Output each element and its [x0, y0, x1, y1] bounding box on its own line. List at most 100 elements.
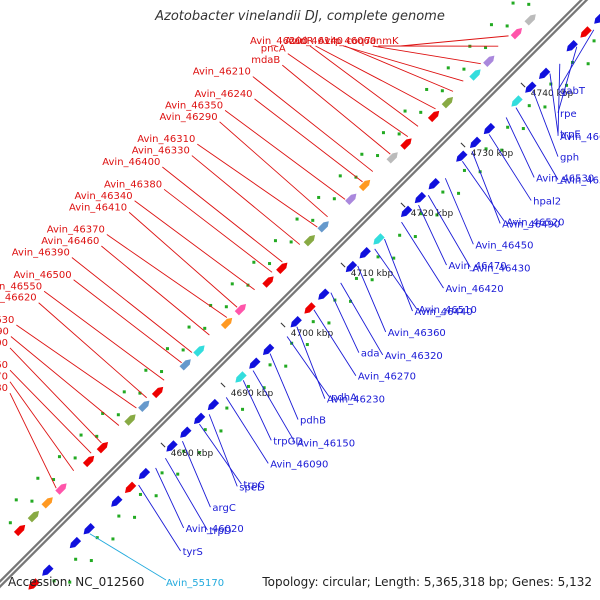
gene-label-plus: Avin_46290 — [159, 112, 217, 123]
gene-label-minus: speD — [239, 482, 265, 493]
gene-arrow-plus — [234, 304, 247, 316]
gene-label-plus: mdaB — [251, 55, 280, 66]
gc-dot — [549, 82, 553, 86]
gene-arrow-minus — [580, 26, 592, 38]
gc-dot — [117, 514, 121, 518]
ruler-label: 4690 kbp — [231, 389, 274, 399]
gc-dot — [95, 434, 99, 438]
gene-arrow-minus — [124, 481, 137, 493]
ruler-tick — [520, 82, 526, 88]
gene-leader-line — [549, 73, 559, 134]
gene-arrow-plus — [124, 414, 136, 426]
gc-dot — [30, 499, 34, 503]
gene-leader-line — [163, 188, 273, 273]
gc-dot — [332, 197, 336, 201]
gc-dot — [268, 262, 272, 266]
gc-dot — [527, 104, 531, 108]
gene-leader-line — [138, 484, 181, 552]
gene-arrow-plus — [41, 497, 53, 509]
gene-arrow-plus — [193, 345, 205, 357]
gene-arrow-minus — [414, 191, 427, 204]
gc-dot — [457, 191, 461, 195]
gene-leader-line — [208, 414, 238, 487]
topology-summary: Topology: circular; Length: 5,365,318 bp… — [262, 575, 592, 589]
gene-arrow-minus — [345, 260, 358, 273]
gc-dot — [203, 326, 207, 330]
gc-dot — [338, 174, 342, 178]
gene-arrow-minus — [42, 564, 54, 576]
gc-dot — [441, 190, 445, 194]
gene-leader-line — [155, 467, 185, 529]
gc-dot — [252, 260, 256, 264]
gc-dot — [133, 515, 137, 519]
gene-leader-line — [401, 221, 444, 289]
gene-arrow-plus — [317, 221, 329, 233]
gene-arrow-minus — [262, 343, 275, 355]
gene-arrow-minus — [511, 95, 523, 107]
gene-arrow-minus — [594, 13, 600, 24]
gc-dot — [52, 478, 56, 482]
gene-arrow-minus — [69, 536, 82, 549]
gene-arrow-minus — [235, 371, 247, 383]
gc-dot — [52, 579, 56, 583]
gc-dot — [397, 132, 401, 136]
gene-label-minus: pdhB — [300, 416, 326, 427]
gc-dot — [241, 407, 245, 411]
gene-arrow-minus — [373, 233, 385, 245]
gene-arrow-minus — [483, 122, 496, 135]
gene-arrow-plus — [400, 138, 412, 150]
gc-dot — [273, 239, 277, 243]
gene-leader-line — [269, 353, 299, 420]
gene-arrow-plus — [427, 110, 440, 123]
gene-label-plus: anmK — [370, 36, 399, 47]
gene-label-minus: trpE — [560, 130, 581, 141]
gc-dot — [57, 455, 61, 459]
gene-arrow-minus — [249, 357, 261, 369]
gene-arrow-minus — [318, 288, 330, 300]
gene-leader-line — [225, 397, 269, 464]
gc-dot — [295, 217, 299, 221]
gene-leader-line — [309, 45, 419, 127]
gene-arrow-plus — [55, 483, 67, 495]
gene-arrow-plus — [358, 179, 371, 192]
gene-label-plus: Avin_46340 — [74, 191, 132, 202]
gene-label-minus: Avin_46540 — [560, 176, 600, 187]
gene-label-plus: Avin_46410 — [69, 202, 127, 213]
gene-leader-line — [191, 155, 301, 245]
gc-dot — [376, 154, 380, 158]
gene-label-plus: Avin_46570 — [0, 372, 8, 383]
gene-leader-line — [444, 178, 474, 245]
gene-label-minus: Avin_46430 — [472, 263, 530, 274]
ruler-label: 4680 kbp — [171, 449, 214, 459]
gene-leader-line — [340, 282, 384, 356]
gene-label-plus: Avin_46550 — [0, 281, 42, 292]
gc-dot — [101, 411, 105, 415]
gene-label-plus: Avin_46240 — [194, 89, 252, 100]
ruler-tick — [220, 382, 226, 388]
gene-label-plus: Avin_46700 — [0, 338, 8, 349]
gene-arrow-minus — [400, 205, 413, 217]
gene-arrow-minus — [166, 440, 178, 452]
gene-arrow-plus — [441, 97, 454, 109]
gc-dot — [219, 429, 223, 433]
gene-label-plus: Avin_46500 — [14, 270, 72, 281]
gene-label-minus: Avin_46360 — [388, 328, 446, 339]
gene-arrow-plus — [262, 276, 274, 288]
gene-label-minus: Avin_46420 — [446, 284, 504, 295]
gene-leader-line — [557, 63, 561, 136]
gene-leader-line — [315, 45, 436, 110]
gc-dot — [111, 537, 115, 541]
gene-label-plus: Avin_46060 — [318, 36, 376, 47]
gc-dot — [419, 212, 423, 216]
gene-leader-line — [71, 257, 193, 353]
gene-label-plus: Avin_46210 — [193, 67, 251, 78]
genome-title: Azotobacter vinelandii DJ, complete geno… — [155, 9, 445, 24]
gene-arrow-minus — [428, 178, 440, 190]
gc-dot — [435, 213, 439, 217]
gene-label-minus: trpD — [209, 526, 231, 537]
gene-arrow-plus — [27, 511, 40, 523]
gene-arrow-plus — [13, 524, 26, 537]
gc-dot — [360, 152, 364, 156]
gene-leader-line — [282, 64, 391, 155]
